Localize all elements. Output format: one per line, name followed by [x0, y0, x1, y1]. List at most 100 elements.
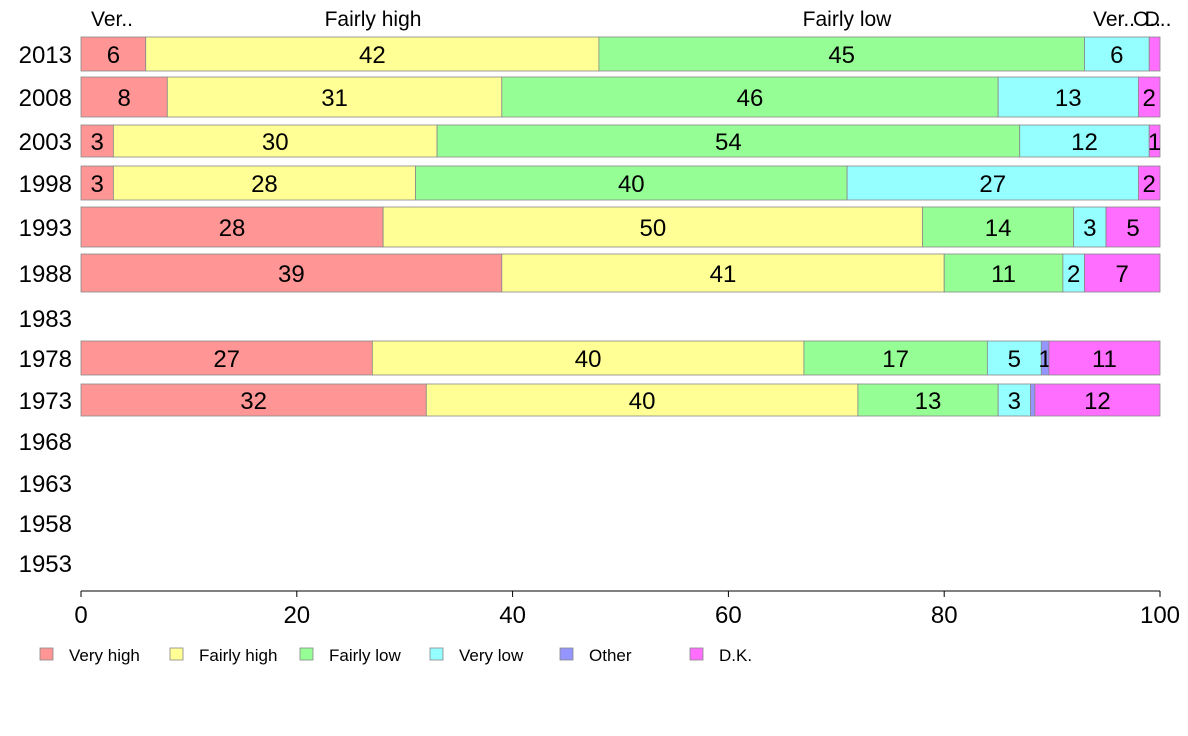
legend-label: Fairly high — [199, 646, 277, 665]
data-label: 27 — [979, 171, 1006, 198]
bar-segment-fairly-high — [112, 124, 438, 158]
data-label: 3 — [91, 171, 104, 198]
data-label: 6 — [1110, 42, 1123, 69]
legend-swatch — [429, 647, 444, 661]
data-label: 13 — [915, 388, 942, 415]
bar-segment-d-k- — [1048, 340, 1161, 376]
legend-swatch — [689, 647, 704, 661]
year-label: 1958 — [19, 511, 72, 538]
x-tick-label: 0 — [74, 602, 87, 629]
legend-swatch — [39, 647, 54, 661]
data-label: 3 — [1008, 388, 1021, 415]
bar-segment-fairly-high — [166, 76, 503, 118]
year-label: 1953 — [19, 551, 72, 578]
bar-segment-fairly-low — [857, 383, 999, 417]
x-tick-label: 20 — [283, 602, 310, 629]
data-label: 14 — [985, 215, 1012, 242]
year-label: 1983 — [19, 306, 72, 333]
data-label: 7 — [1116, 261, 1129, 288]
top-segment-label: Ver.. — [91, 8, 133, 31]
year-label: 1978 — [19, 346, 72, 373]
data-label: 27 — [213, 346, 240, 373]
bar-segment-fairly-high — [425, 383, 859, 417]
data-label: 2 — [1067, 261, 1080, 288]
bar-segment-d-k- — [1148, 36, 1161, 72]
data-label: 12 — [1084, 388, 1111, 415]
bar-segment-fairly-high — [382, 206, 924, 248]
data-label: 40 — [629, 388, 656, 415]
data-label: 8 — [117, 85, 130, 112]
year-label: 1973 — [19, 388, 72, 415]
data-label: 3 — [91, 129, 104, 156]
bar-segment-fairly-low — [501, 76, 999, 118]
bar-segment-very-low — [1073, 206, 1107, 248]
year-label: 1963 — [19, 471, 72, 498]
data-label: 45 — [828, 42, 855, 69]
bar-segment-very-high — [80, 253, 503, 293]
legend-label: D.K. — [719, 646, 752, 665]
data-label: 50 — [640, 215, 667, 242]
bar-segment-other — [1030, 383, 1036, 417]
data-label: 41 — [710, 261, 737, 288]
data-label: 2 — [1143, 85, 1156, 112]
x-tick-label: 100 — [1140, 602, 1180, 629]
top-segment-label: Fairly high — [325, 8, 422, 31]
data-label: 46 — [737, 85, 764, 112]
bar-segment-fairly-high — [501, 253, 945, 293]
data-label: 2 — [1143, 171, 1156, 198]
bar-segment-fairly-low — [943, 253, 1064, 293]
year-label: 1998 — [19, 171, 72, 198]
data-label: 17 — [882, 346, 909, 373]
top-segment-label: Fairly low — [803, 8, 893, 31]
data-label: 28 — [219, 215, 246, 242]
legend-label: Very high — [69, 646, 140, 665]
bar-segment-fairly-high — [371, 340, 805, 376]
bar-segment-fairly-high — [112, 165, 416, 201]
data-label: 28 — [251, 171, 278, 198]
bar-segment-very-low — [846, 165, 1139, 201]
data-label: 11 — [1092, 346, 1117, 373]
data-label: 42 — [359, 42, 386, 69]
year-label: 2013 — [19, 42, 72, 69]
bar-segment-d-k- — [1138, 76, 1161, 118]
data-label: 40 — [575, 346, 602, 373]
x-tick-label: 60 — [715, 602, 742, 629]
bar-segment-very-low — [997, 76, 1139, 118]
bar-segment-very-high — [80, 383, 427, 417]
bar-segment-d-k- — [1138, 165, 1161, 201]
bar-segment-very-high — [80, 206, 384, 248]
bar-segment-d-k- — [1034, 383, 1161, 417]
bar-segment-fairly-low — [803, 340, 988, 376]
bar-segment-very-high — [80, 124, 114, 158]
legend-swatch — [169, 647, 184, 661]
bar-segment-fairly-high — [145, 36, 600, 72]
data-label: 39 — [278, 261, 305, 288]
x-tick-label: 40 — [499, 602, 526, 629]
data-label: 5 — [1126, 215, 1139, 242]
year-label: 2003 — [19, 129, 72, 156]
data-label: 54 — [715, 129, 742, 156]
legend-swatch — [299, 647, 314, 661]
legend-label: Very low — [459, 646, 524, 665]
bar-segment-very-low — [986, 340, 1042, 376]
bar-segment-d-k- — [1084, 253, 1161, 293]
top-segment-label: Ver.. — [1093, 8, 1135, 31]
top-segment-label: D.. — [1145, 8, 1172, 31]
year-label: 1993 — [19, 215, 72, 242]
data-label: 11 — [991, 261, 1016, 288]
bar-segment-d-k- — [1148, 124, 1161, 158]
bar-segment-fairly-low — [436, 124, 1021, 158]
data-label: 3 — [1083, 215, 1096, 242]
data-label: 31 — [321, 85, 348, 112]
bar-segment-very-high — [80, 76, 168, 118]
legend-label: Fairly low — [329, 646, 402, 665]
bar-segment-d-k- — [1105, 206, 1161, 248]
data-label: 5 — [1008, 346, 1021, 373]
x-tick-label: 80 — [931, 602, 958, 629]
year-label: 2008 — [19, 85, 72, 112]
data-label: 32 — [240, 388, 267, 415]
data-label: 40 — [618, 171, 645, 198]
year-label: 1968 — [19, 429, 72, 456]
data-label: 6 — [107, 42, 120, 69]
